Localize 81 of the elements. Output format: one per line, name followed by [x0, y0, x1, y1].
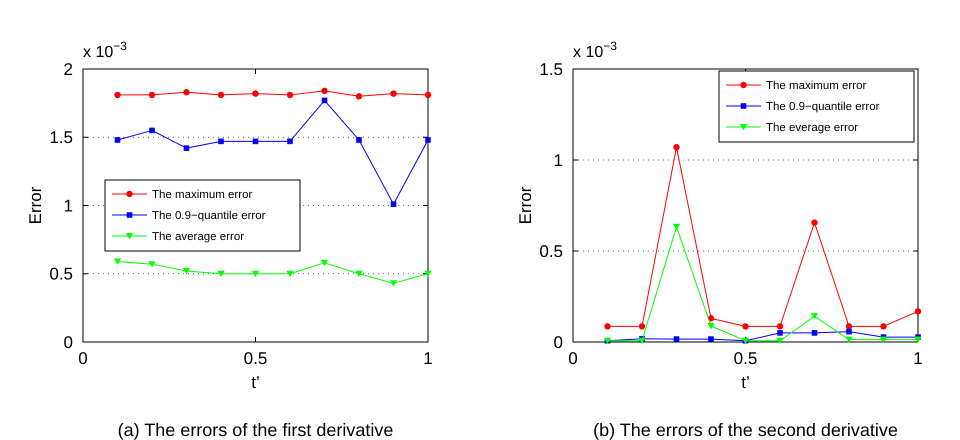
y-tick-label: 1: [64, 196, 73, 216]
point: [845, 336, 853, 344]
legend-label: The everage error: [766, 122, 858, 134]
point: [673, 144, 680, 150]
point: [218, 92, 224, 98]
point: [914, 308, 922, 315]
x-axis-title: t’: [251, 373, 260, 392]
x-tick-label: 0: [568, 349, 578, 368]
point: [707, 322, 715, 330]
y-tick-label: 0: [554, 332, 563, 352]
point: [183, 89, 190, 96]
point: [182, 268, 190, 274]
point: [355, 270, 363, 278]
point: [356, 137, 362, 143]
point: [776, 338, 784, 344]
y-tick-label: 1: [554, 150, 563, 170]
point: [708, 336, 714, 342]
point: [425, 137, 431, 143]
point: [322, 98, 328, 104]
point: [320, 260, 328, 266]
legend-label: The maximum error: [766, 80, 866, 92]
point: [880, 323, 887, 330]
y-axis-title: Error: [26, 186, 45, 224]
x-tick-label: 1: [913, 349, 923, 368]
point: [114, 92, 121, 98]
legend-label: The 0.9−quantile error: [766, 101, 880, 114]
point: [811, 219, 818, 226]
point: [149, 128, 155, 134]
point: [217, 270, 225, 278]
y-tick-label: 1.5: [539, 60, 563, 79]
x-axis-title: t’: [741, 373, 750, 392]
point: [390, 201, 396, 207]
point: [810, 313, 818, 320]
point: [252, 138, 258, 144]
text: (b) The errors of the second derivative: [593, 420, 898, 440]
y-axis-title: Error: [516, 186, 535, 224]
point: [776, 323, 784, 330]
point: [638, 338, 646, 344]
legend-label: The 0.9−quantile error: [152, 210, 266, 222]
x-tick-label: 0.5: [734, 349, 758, 368]
point: [114, 258, 122, 265]
point: [777, 330, 783, 336]
point: [252, 270, 260, 278]
point: [218, 138, 224, 144]
point: [286, 270, 294, 278]
x-tick-label: 1: [423, 349, 433, 368]
y-tick-label: 0.5: [539, 242, 563, 261]
point: [638, 323, 646, 330]
text: (a) The errors of the first derivative: [118, 420, 394, 440]
y-tick-label: 2: [64, 60, 73, 79]
y-tick-label: 0: [64, 332, 73, 352]
legend-label: The maximum error: [152, 189, 252, 202]
point: [390, 280, 398, 287]
point: [390, 90, 397, 97]
point: [672, 224, 680, 230]
text: x 10$^{−3}$: [83, 39, 128, 61]
point: [812, 330, 818, 336]
point: [252, 90, 259, 97]
legend-label: The average error: [152, 231, 244, 244]
y-tick-label: 0.5: [49, 264, 73, 284]
point: [846, 328, 852, 334]
point: [114, 137, 120, 143]
point: [287, 138, 293, 144]
point: [356, 93, 362, 100]
point: [604, 323, 611, 330]
point: [914, 336, 922, 344]
text: x 10$^{−3}$: [573, 39, 618, 61]
x-tick-label: 0: [78, 349, 88, 368]
point: [880, 336, 888, 344]
point: [148, 92, 156, 98]
point: [674, 336, 680, 342]
point: [184, 145, 190, 151]
point: [424, 92, 432, 98]
point: [846, 323, 852, 330]
point: [424, 270, 432, 278]
y-tick-label: 1.5: [49, 128, 73, 148]
point: [286, 92, 294, 98]
point: [148, 261, 156, 268]
x-tick-label: 0.5: [244, 349, 268, 368]
point: [742, 323, 749, 330]
point: [321, 88, 328, 94]
